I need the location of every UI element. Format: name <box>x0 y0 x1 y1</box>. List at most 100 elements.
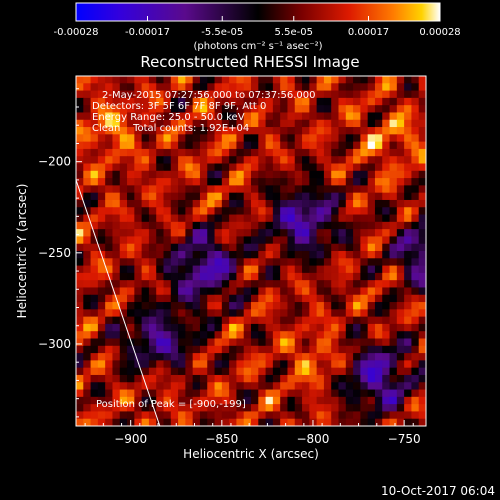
heatmap-cell <box>163 148 172 157</box>
heatmap-cell <box>396 97 405 106</box>
heatmap-cell <box>83 367 91 376</box>
heatmap-cell <box>199 127 208 135</box>
annotation-energy-range: Energy Range: 25.0 - 50.0 keV <box>92 112 245 123</box>
heatmap-cell <box>148 309 157 318</box>
heatmap-cell <box>294 323 303 332</box>
heatmap-cell <box>396 229 405 237</box>
heatmap-cell <box>265 156 274 164</box>
heatmap-cell <box>331 207 339 215</box>
heatmap-cell <box>338 134 347 143</box>
heatmap-cell <box>345 90 354 99</box>
heatmap-cell <box>236 404 245 412</box>
heatmap-cell <box>367 265 376 274</box>
heatmap-cell <box>287 229 296 237</box>
heatmap-cell <box>105 141 113 150</box>
heatmap-cell <box>207 148 215 157</box>
heatmap-cell <box>178 302 186 310</box>
heatmap-cell <box>418 367 426 376</box>
heatmap-cell <box>353 178 361 186</box>
heatmap-cell <box>163 243 172 252</box>
heatmap-cell <box>258 287 266 296</box>
heatmap-cell <box>345 294 354 303</box>
heatmap-cell <box>76 170 84 179</box>
heatmap-cell <box>389 280 398 288</box>
heatmap-cell <box>272 163 281 172</box>
heatmap-cell <box>112 185 121 194</box>
heatmap-cell <box>396 214 405 223</box>
heatmap-cell <box>141 294 150 303</box>
heatmap-cell <box>148 170 157 179</box>
heatmap-cell <box>396 382 405 390</box>
heatmap-cell <box>229 418 237 426</box>
heatmap-cell <box>229 141 237 150</box>
heatmap-cell <box>331 411 339 420</box>
heatmap-cell <box>156 316 164 325</box>
heatmap-cell <box>258 178 266 186</box>
heatmap-cell <box>192 302 201 310</box>
heatmap-cell <box>360 192 369 201</box>
heatmap-cell <box>229 353 237 361</box>
heatmap-cell <box>243 272 252 281</box>
heatmap-cell <box>207 243 215 252</box>
heatmap-cell <box>353 331 361 339</box>
heatmap-cell <box>105 418 113 426</box>
heatmap-cell <box>258 105 266 113</box>
heatmap-cell <box>367 170 376 179</box>
heatmap-cell <box>178 178 186 186</box>
heatmap-cell <box>287 76 296 84</box>
heatmap-cell <box>345 360 354 369</box>
heatmap-cell <box>199 192 208 201</box>
heatmap-cell <box>105 302 113 310</box>
heatmap-cell <box>141 309 150 318</box>
heatmap-cell <box>338 83 347 91</box>
heatmap-cell <box>229 156 237 164</box>
heatmap-cell <box>389 112 398 121</box>
heatmap-cell <box>236 127 245 135</box>
heatmap-cell <box>105 258 113 266</box>
heatmap-cell <box>367 236 376 245</box>
heatmap-cell <box>76 199 84 208</box>
heatmap-cell <box>302 272 310 281</box>
heatmap-cell <box>156 382 164 390</box>
heatmap-cell <box>127 207 135 215</box>
heatmap-cell <box>389 170 398 179</box>
heatmap-cell <box>119 396 128 405</box>
heatmap-cell <box>156 404 164 412</box>
heatmap-cell <box>258 112 266 121</box>
heatmap-cell <box>243 360 252 369</box>
heatmap-cell <box>178 418 186 426</box>
heatmap-cell <box>374 148 383 157</box>
heatmap-cell <box>214 316 223 325</box>
heatmap-cell <box>112 418 121 426</box>
heatmap-cell <box>236 251 245 259</box>
heatmap-cell <box>119 323 128 332</box>
heatmap-cell <box>316 374 325 383</box>
heatmap-cell <box>396 243 405 252</box>
heatmap-cell <box>207 345 215 354</box>
heatmap-cell <box>404 141 412 150</box>
heatmap-cell <box>76 76 84 84</box>
heatmap-cell <box>119 141 128 150</box>
heatmap-cell <box>353 156 361 164</box>
heatmap-cell <box>360 316 369 325</box>
heatmap-cell <box>309 229 318 237</box>
heatmap-cell <box>294 83 303 91</box>
heatmap-cell <box>90 90 99 99</box>
heatmap-cell <box>309 345 318 354</box>
footer-timestamp: 10-Oct-2017 06:04 <box>381 484 495 498</box>
heatmap-cell <box>251 76 259 84</box>
heatmap-cell <box>404 170 412 179</box>
heatmap-cell <box>258 163 266 172</box>
heatmap-cell <box>382 265 390 274</box>
heatmap-cell <box>236 411 245 420</box>
heatmap-cell <box>214 374 223 383</box>
heatmap-cell <box>83 411 91 420</box>
heatmap-cell <box>185 76 194 84</box>
heatmap-cell <box>97 323 106 332</box>
heatmap-cell <box>418 207 426 215</box>
heatmap-cell <box>404 229 412 237</box>
heatmap-cell <box>251 411 259 420</box>
heatmap-cell <box>90 185 99 194</box>
plot-area <box>76 76 426 426</box>
heatmap-cell <box>345 309 354 318</box>
